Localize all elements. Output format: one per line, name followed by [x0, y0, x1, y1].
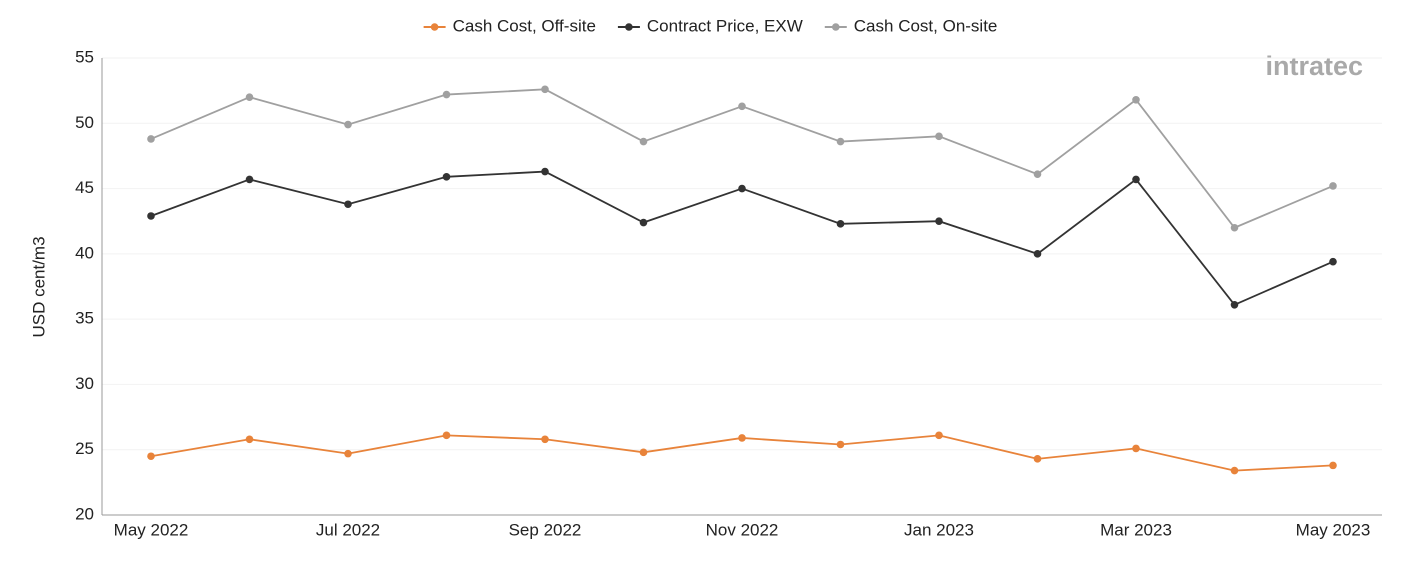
data-point — [344, 449, 352, 458]
data-point — [147, 135, 155, 143]
data-point — [836, 220, 845, 228]
x-tick-label: Nov 2022 — [706, 520, 779, 539]
legend-label: Contract Price, EXW — [647, 16, 803, 35]
data-point — [738, 434, 746, 442]
data-point — [935, 132, 943, 141]
x-tick-label: Sep 2022 — [509, 520, 582, 539]
data-point — [1329, 257, 1337, 266]
data-point — [1132, 175, 1140, 184]
y-tick-label: 40 — [75, 243, 94, 262]
legend-dot — [831, 23, 840, 31]
data-point — [1132, 95, 1140, 104]
data-point — [1033, 250, 1042, 258]
legend-dot — [625, 23, 633, 31]
data-point — [1033, 455, 1042, 463]
data-point — [836, 137, 845, 146]
watermark: intratec — [1265, 51, 1363, 81]
data-point — [245, 93, 254, 101]
data-point — [541, 85, 549, 94]
data-point — [344, 200, 352, 209]
y-tick-label: 55 — [75, 47, 94, 66]
data-point — [147, 452, 155, 461]
data-point — [639, 218, 648, 227]
data-point — [442, 431, 451, 440]
x-tick-label: Jan 2023 — [904, 520, 974, 539]
data-point — [245, 175, 254, 184]
legend-label: Cash Cost, Off-site — [453, 16, 596, 35]
legend-label: Cash Cost, On-site — [854, 16, 998, 35]
data-point — [738, 102, 746, 111]
y-tick-label: 45 — [75, 178, 94, 197]
data-point — [1230, 223, 1239, 232]
data-point — [344, 120, 352, 129]
data-point — [935, 431, 943, 440]
legend-dot — [430, 23, 439, 31]
data-point — [639, 448, 648, 457]
data-point — [541, 435, 549, 444]
data-point — [147, 212, 155, 220]
x-tick-label: Jul 2022 — [316, 520, 380, 539]
x-tick-label: Mar 2023 — [1100, 520, 1172, 539]
data-point — [836, 440, 845, 449]
x-tick-label: May 2022 — [114, 520, 189, 539]
y-tick-label: 50 — [75, 113, 94, 132]
data-point — [1132, 444, 1140, 453]
data-point — [1230, 300, 1239, 309]
x-tick-label: May 2023 — [1296, 520, 1371, 539]
data-point — [541, 167, 549, 176]
data-point — [1329, 461, 1337, 470]
data-point — [738, 184, 746, 193]
y-tick-label: 35 — [75, 309, 94, 328]
data-point — [1329, 182, 1337, 190]
y-tick-label: 25 — [75, 439, 94, 458]
data-point — [1033, 170, 1042, 179]
y-tick-label: 30 — [75, 374, 94, 393]
data-point — [1230, 466, 1239, 475]
data-point — [442, 173, 451, 181]
y-tick-label: 20 — [75, 504, 94, 523]
y-axis-label: USD cent/m3 — [29, 236, 48, 337]
data-point — [245, 435, 254, 444]
data-point — [639, 137, 648, 146]
data-point — [935, 217, 943, 226]
data-point — [442, 90, 451, 99]
